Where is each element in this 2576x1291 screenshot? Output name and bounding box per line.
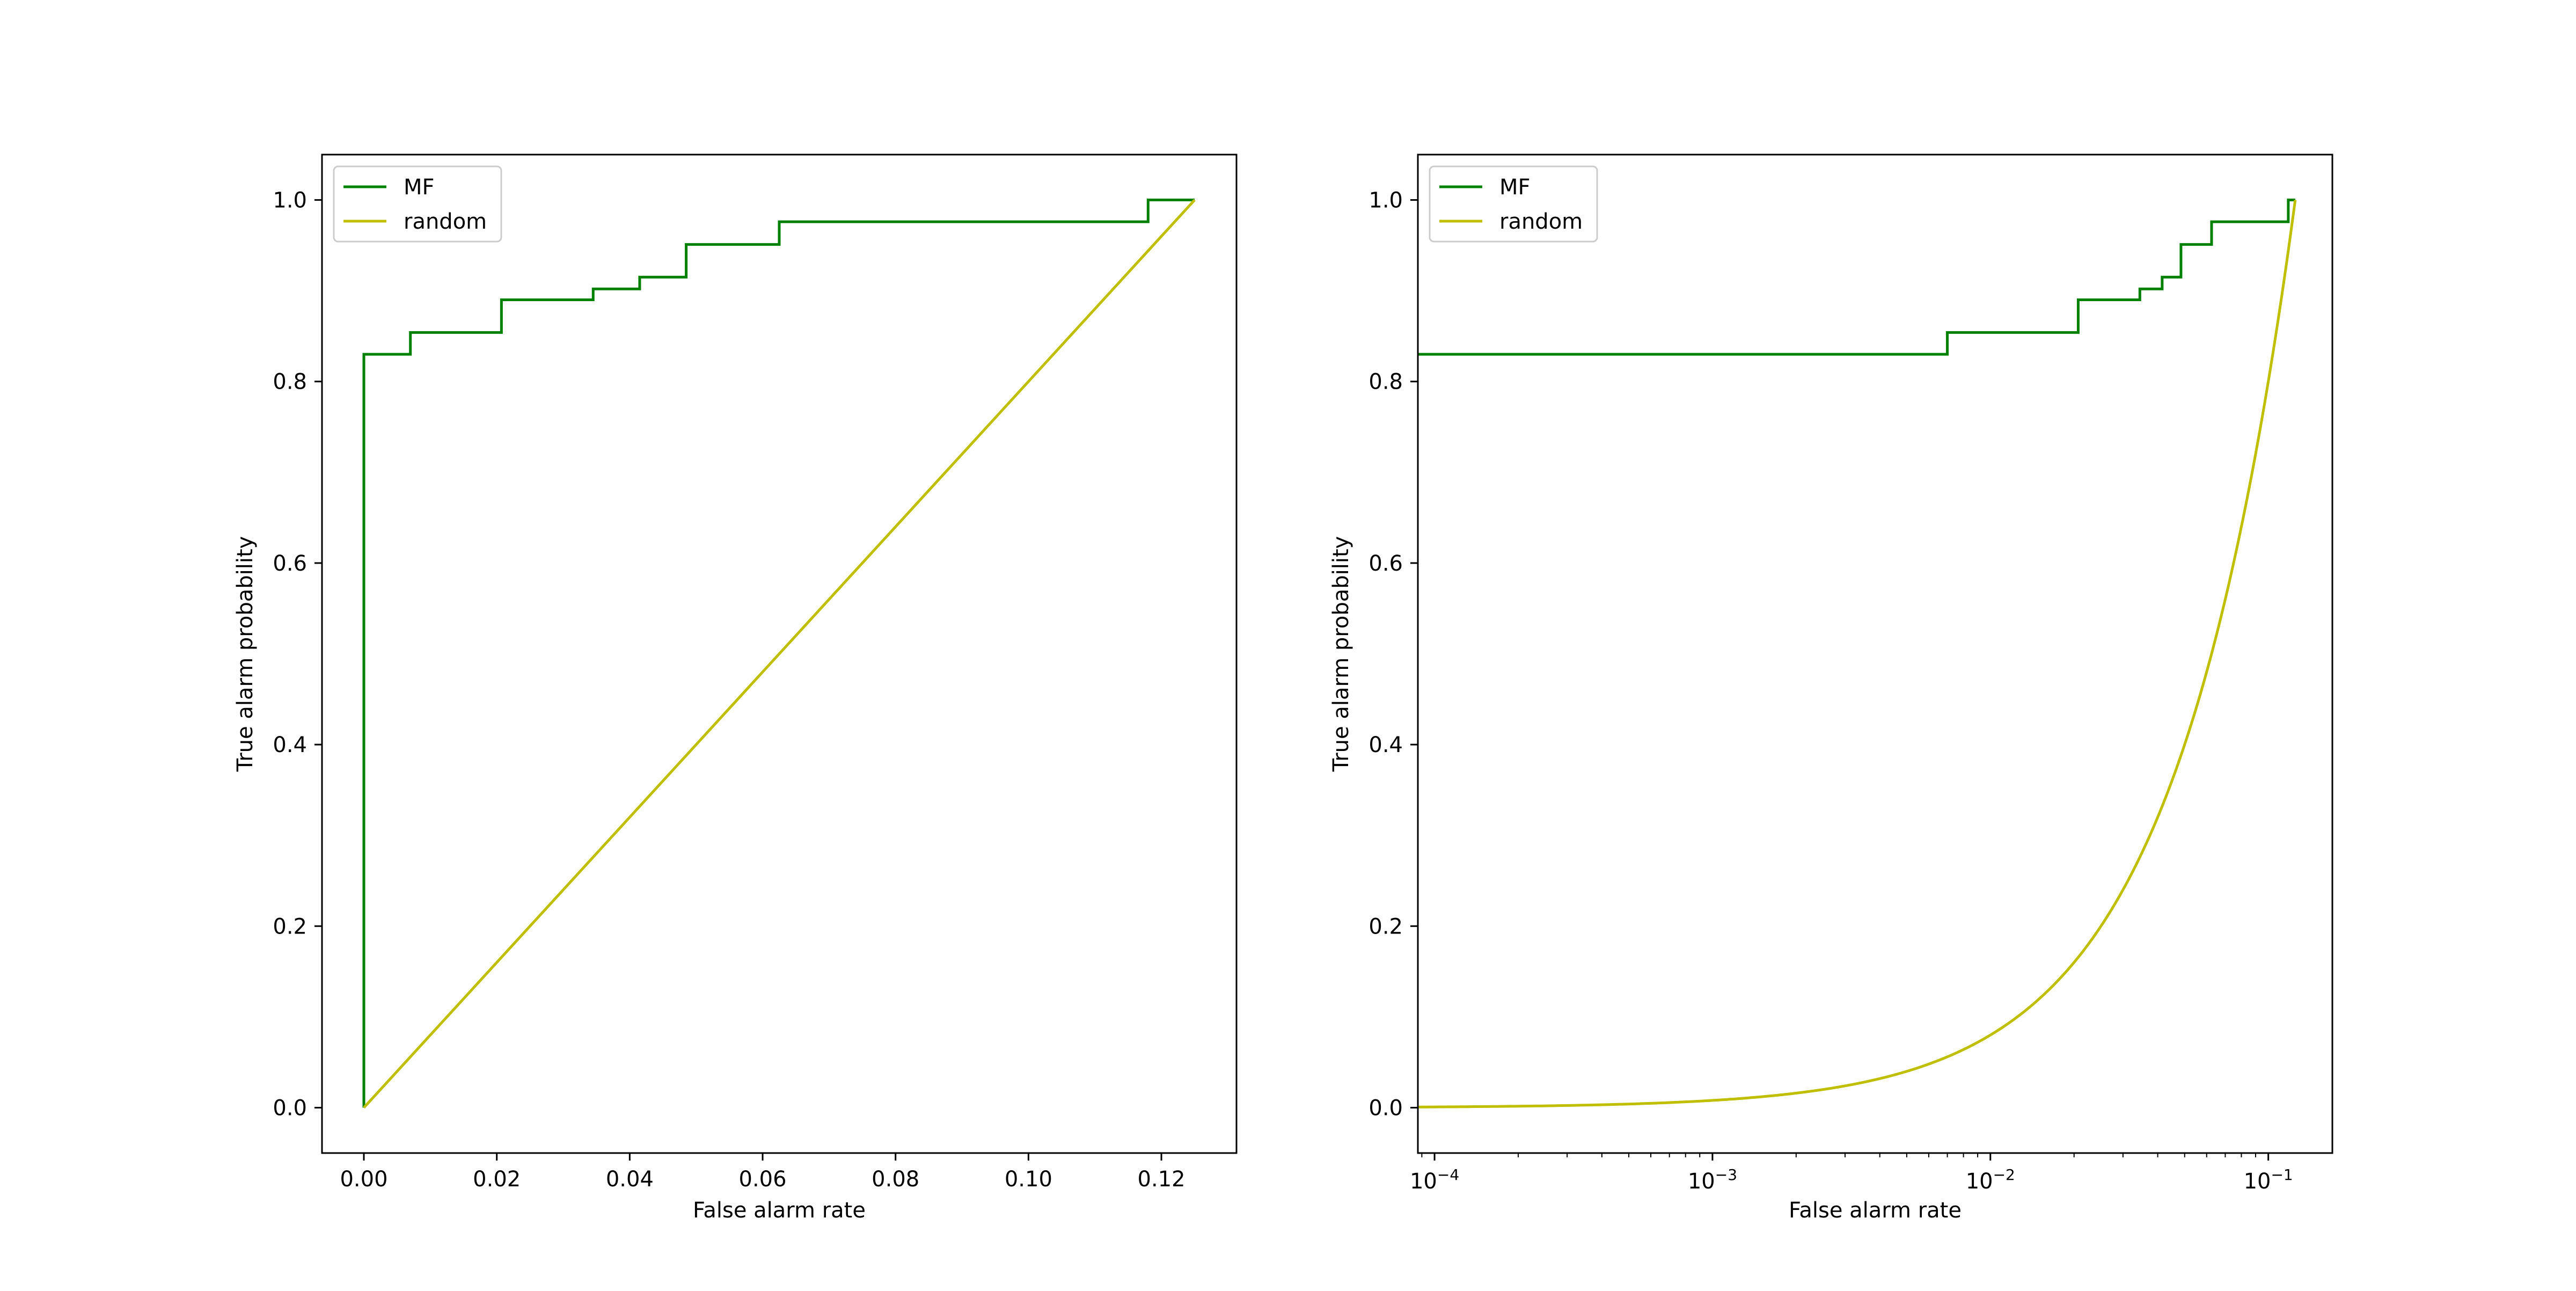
x-tick-label: 10−3 [1688,1166,1737,1194]
y-tick-label: 1.0 [273,188,307,213]
y-tick-label: 0.2 [1368,914,1403,939]
x-tick-label: 10−4 [1410,1166,1459,1194]
y-tick-label: 1.0 [1368,188,1403,213]
x-tick-label: 0.12 [1138,1167,1185,1192]
series-line-mf [362,199,1195,1108]
x-tick-label: 0.06 [739,1167,787,1192]
chart-panel-2: 0.0 0.2 0.4 0.6 0.8 1.0 10−4 10−3 10−2 10−1 False … [1329,154,2333,1223]
y-tick-label: 0.4 [273,733,307,757]
legend-label-random: random [1499,209,1583,234]
y-axis-label: True alarm probability [233,536,258,772]
x-tick-label: 10−2 [1966,1166,2015,1194]
y-tick-label: 0.6 [1368,551,1403,576]
legend-box [1429,165,1598,243]
legend-label-mf: MF [404,175,435,200]
y-axis-label: True alarm probability [1329,536,1353,772]
legend-label-random: random [404,209,487,234]
legend-box [333,165,502,243]
x-tick-label: 0.02 [473,1167,521,1192]
series-line-random [363,199,1196,1109]
x-tick-label: 0.04 [606,1167,654,1192]
series-line-mf [1418,199,2295,356]
y-tick-label: 0.6 [273,551,307,576]
axes-frame [1417,154,2333,1154]
y-tick-label: 0.8 [273,370,307,395]
x-tick-label: 0.08 [872,1167,919,1192]
legend-label-mf: MF [1499,175,1531,200]
axes-frame [321,154,1238,1154]
y-tick-label: 0.0 [1368,1096,1403,1120]
x-tick-label: 10−1 [2244,1166,2293,1194]
x-tick-label: 0.10 [1005,1167,1052,1192]
x-axis-label: False alarm rate [693,1198,866,1223]
x-tick-label: 0.00 [340,1167,387,1192]
y-tick-label: 0.2 [273,914,307,939]
y-tick-label: 0.0 [273,1096,307,1120]
x-axis-label: False alarm rate [1789,1198,1962,1223]
y-tick-label: 0.8 [1368,370,1403,395]
chart-panel-1: 0.0 0.2 0.4 0.6 0.8 1.0 0.00 0.02 0.04 0.06 0.08 0.… [233,154,1238,1223]
series-line-random [1418,200,2297,1108]
y-tick-label: 0.4 [1368,733,1403,757]
